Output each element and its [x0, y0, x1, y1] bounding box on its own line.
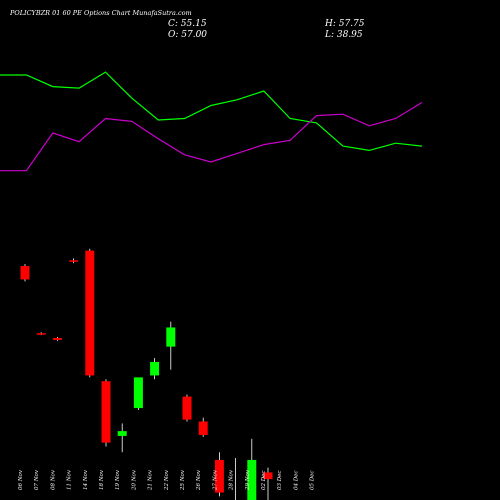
candle-body	[247, 459, 257, 500]
candle-body	[69, 260, 79, 262]
open-value: O: 57.00	[168, 30, 207, 40]
candle-body	[85, 250, 95, 376]
x-tick-label: 04 Dec	[293, 471, 299, 491]
candle	[133, 377, 143, 410]
candle	[247, 438, 257, 500]
candle	[263, 467, 273, 500]
x-tick-label: 02 Dec	[261, 471, 267, 491]
x-tick-label: 25 Nov	[180, 469, 186, 491]
candle	[36, 332, 46, 336]
candle	[85, 248, 95, 378]
candle-body	[52, 338, 62, 340]
candle	[20, 264, 30, 282]
candlestick-series	[20, 248, 273, 500]
lower-line-series	[0, 101, 423, 172]
candle-body	[20, 266, 30, 280]
candle	[150, 358, 160, 380]
lower-line	[0, 101, 423, 172]
close-value: C: 55.15	[168, 19, 207, 29]
candle-body	[214, 459, 224, 493]
x-tick-label: 26 Nov	[196, 469, 202, 491]
x-tick-label: 08 Nov	[50, 469, 56, 490]
high-value: H: 57.75	[324, 19, 365, 29]
candle-body	[36, 333, 46, 335]
x-axis-labels: 06 Nov 07 Nov 08 Nov 11 Nov 14 Nov 18 Nov 19 N…	[18, 469, 316, 491]
candle-body	[182, 396, 192, 420]
candle	[182, 394, 192, 422]
candle-body	[117, 431, 127, 436]
candle	[101, 379, 111, 447]
x-tick-label: 20 Nov	[131, 469, 137, 491]
low-value: L: 38.95	[324, 30, 363, 40]
chart-title: POLICYBZR 01 60 PE Options Chart MunafaS…	[9, 9, 192, 17]
candle	[69, 258, 79, 264]
candle-body	[133, 377, 143, 409]
candle-body	[101, 381, 111, 443]
x-tick-label: 18 Nov	[99, 469, 105, 490]
candle	[117, 423, 127, 453]
candle-body	[198, 421, 208, 435]
x-tick-label: 11 Nov	[67, 469, 73, 490]
upper-line	[0, 71, 423, 152]
x-tick-label: 06 Nov	[18, 469, 24, 490]
x-tick-label: 21 Nov	[148, 469, 154, 491]
upper-line-series	[0, 71, 423, 152]
candle-body	[166, 327, 176, 347]
candle-body	[263, 472, 273, 480]
x-tick-label: 03 Dec	[277, 471, 283, 491]
candle-body	[150, 362, 160, 376]
x-tick-label: 29 Nov	[245, 469, 251, 491]
x-tick-label: 14 Nov	[83, 469, 89, 490]
candle	[214, 452, 224, 497]
x-tick-label: 28 Nov	[229, 469, 235, 491]
x-tick-label: 05 Dec	[310, 471, 316, 491]
candle	[166, 321, 176, 370]
candle	[198, 417, 208, 437]
candle	[52, 337, 62, 341]
x-tick-label: 27 Nov	[212, 469, 218, 491]
x-tick-label: 19 Nov	[115, 469, 121, 490]
x-tick-label: 07 Nov	[34, 469, 40, 490]
x-tick-label: 22 Nov	[164, 469, 170, 491]
